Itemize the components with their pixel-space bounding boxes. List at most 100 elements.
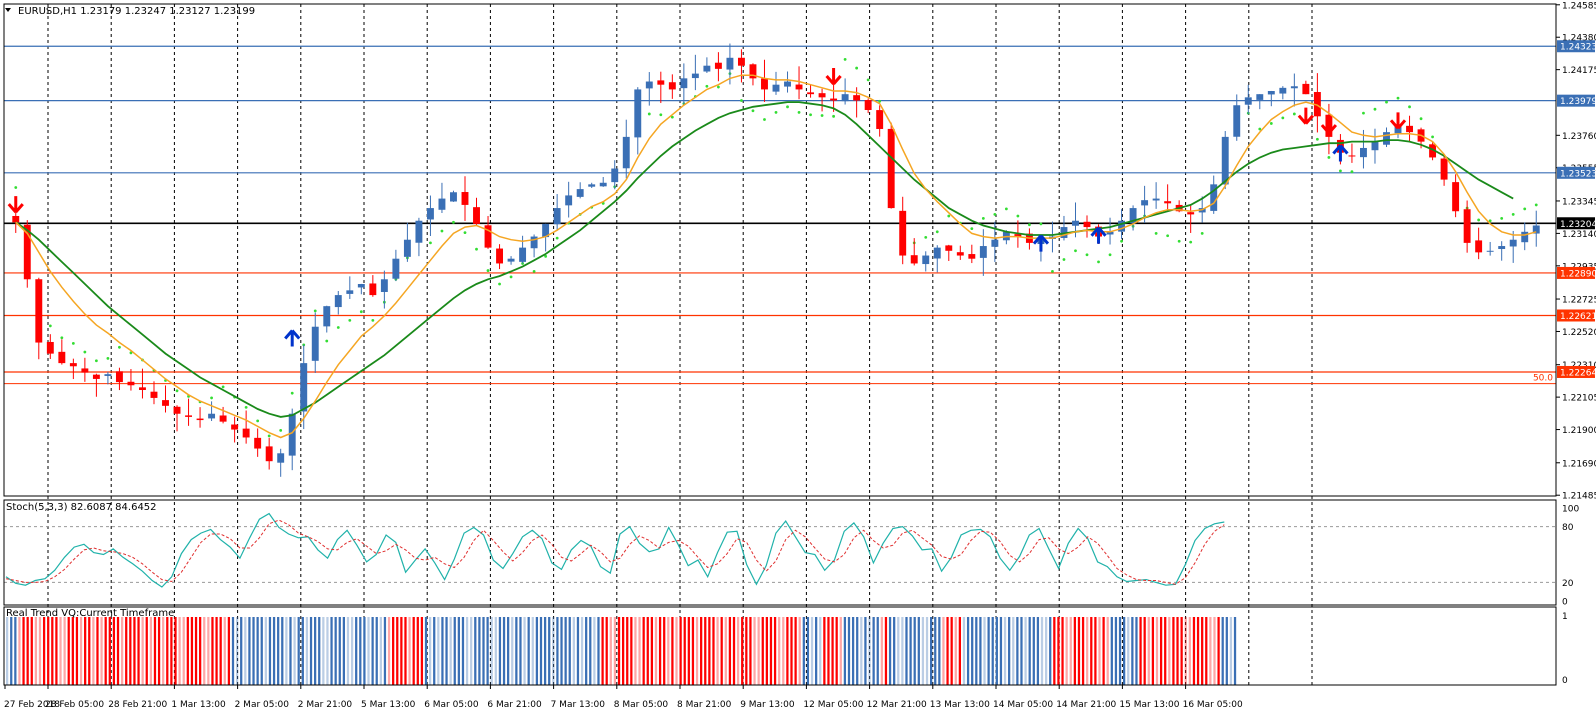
trend-bar (433, 617, 436, 685)
collapse-triangle-icon[interactable] (5, 8, 11, 12)
candle-body (645, 81, 653, 89)
candle-body (58, 351, 66, 364)
trend-bar (420, 617, 424, 685)
candle-body (784, 81, 791, 87)
sar-dot (175, 389, 179, 393)
trend-bar (96, 617, 99, 685)
trend-bar (75, 617, 79, 685)
candle-body (369, 283, 377, 296)
candle-body (749, 64, 757, 79)
trend-bar (145, 617, 148, 685)
sar-dot (751, 109, 755, 113)
price-tick-label: 1.24380 (1562, 34, 1596, 44)
stoch-main-line (5, 512, 1225, 588)
trend-bar (1172, 617, 1175, 685)
signal-arrows (7, 68, 1407, 347)
price-tick-label: 1.21900 (1562, 426, 1596, 436)
candle-body (104, 374, 112, 376)
trend-bar (942, 617, 945, 685)
sar-dot (279, 428, 283, 432)
trend-bar (683, 617, 686, 685)
sar-dot (267, 434, 271, 438)
candle-body (1233, 105, 1241, 137)
trend-bar (268, 617, 272, 685)
trend-bar (1225, 617, 1228, 685)
trend-bar (1069, 617, 1072, 685)
trend-bar (231, 617, 235, 685)
trend-bar (314, 617, 317, 685)
trend-bar (256, 617, 259, 685)
trend-bar (207, 617, 210, 685)
trend-bar (523, 617, 526, 685)
candle-body (311, 326, 319, 361)
trend-bar (790, 617, 793, 685)
price-tick-label: 1.22105 (1562, 394, 1596, 404)
candle-body (484, 225, 492, 248)
trend-bar (502, 617, 506, 685)
candle-body (1360, 147, 1367, 158)
trend-bar (100, 617, 103, 685)
sar-dot (486, 269, 490, 272)
sar-dot (866, 78, 870, 82)
sar-dot (855, 66, 859, 70)
trend-bar (186, 617, 189, 685)
trend-bar (1205, 617, 1208, 685)
sar-dot (1120, 239, 1123, 243)
trend-bar (42, 617, 46, 685)
candle-body (507, 258, 515, 262)
sar-dot (970, 227, 974, 231)
trend-bar (84, 617, 87, 685)
candle-body (473, 207, 480, 224)
trend-bar (104, 617, 107, 685)
trend-bar (749, 617, 752, 685)
trend-bar (654, 617, 658, 685)
price-tag (1557, 94, 1595, 107)
candle-body (772, 84, 780, 92)
trend-bar (137, 617, 140, 685)
candle-body (35, 279, 43, 343)
candle-body (818, 93, 826, 98)
sar-dot (774, 110, 778, 114)
candle-body (12, 215, 20, 223)
candle-body (933, 247, 941, 259)
trend-bar (465, 617, 469, 685)
trend-bar (1233, 617, 1237, 685)
trend-bar (1168, 617, 1171, 685)
trend-tick-label: 1 (1562, 612, 1568, 622)
candle-body (680, 78, 688, 89)
trend-bar (1106, 617, 1109, 685)
trend-bar (938, 617, 941, 685)
trend-bar (416, 617, 419, 685)
price-tick-label: 1.23345 (1562, 197, 1596, 207)
candle-body (1532, 225, 1540, 234)
trend-bar (671, 617, 674, 685)
trend-bar (203, 617, 206, 685)
trend-bar (971, 617, 974, 685)
parabolic-sar (14, 57, 1538, 438)
trend-bar (507, 617, 510, 685)
candle-body (668, 82, 676, 90)
candle-body (599, 182, 607, 187)
trend-bar (30, 617, 33, 685)
candle-body (380, 279, 388, 292)
sar-dot (981, 216, 985, 220)
sar-dot (1408, 105, 1411, 109)
time-tick-label: 16 Mar 05:00 (1183, 700, 1243, 710)
sar-dot (1097, 260, 1100, 264)
horizontal-levels[interactable]: 50.0 (4, 45, 1556, 385)
sar-dot (1315, 137, 1319, 141)
candle-body (864, 100, 872, 110)
trend-bar (1094, 617, 1097, 685)
candle-body (979, 246, 987, 258)
candle-body (392, 258, 400, 279)
trend-bar (424, 617, 428, 685)
candle-body (1290, 86, 1298, 89)
trend-bar (966, 617, 970, 685)
trend-bar (375, 617, 378, 685)
candle-body (185, 415, 192, 417)
trend-bar (453, 617, 456, 685)
sar-dot (832, 114, 835, 118)
trend-bar (605, 617, 608, 685)
candle-body (691, 73, 699, 79)
trend-bar (745, 617, 748, 685)
